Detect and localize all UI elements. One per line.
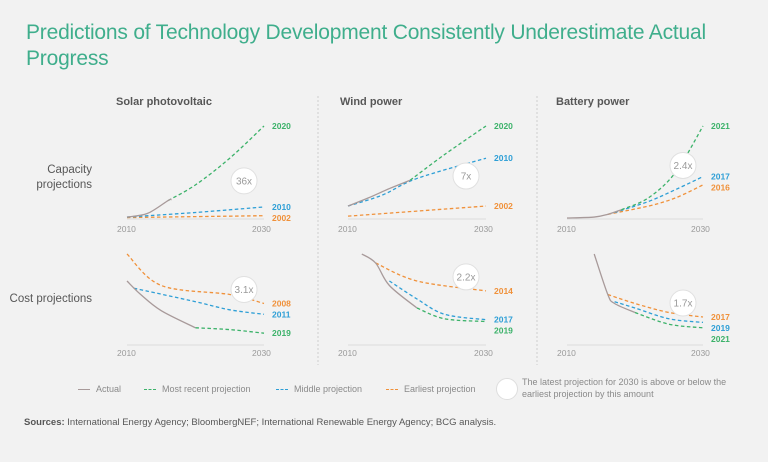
- capacity-battery-power-tick-label: 2010: [557, 224, 576, 234]
- row-label-capacity: Capacity projections: [36, 164, 92, 191]
- legend-swatch-middle: [276, 388, 288, 390]
- sources-label: Sources:: [24, 417, 65, 428]
- cost-wind-power-end-label-middle: 2017: [494, 315, 513, 325]
- column-title-battery: Battery power: [556, 96, 630, 108]
- cost-solar-photovoltaic-end-label-middle: 2011: [272, 310, 291, 320]
- legend-swatch-actual: [78, 388, 90, 390]
- sources-text: International Energy Agency; BloombergNE…: [67, 417, 497, 428]
- column-title-solar: Solar photovoltaic: [116, 96, 212, 108]
- legend-item-earliest: Earliest projection: [386, 384, 476, 394]
- column-title-wind: Wind power: [340, 96, 403, 108]
- legend-swatch-most-recent: [144, 388, 156, 390]
- cost-battery-power-end-label-middle: 2019: [711, 323, 730, 333]
- capacity-solar-photovoltaic-end-label-most-recent: 2020: [272, 121, 291, 131]
- cost-solar-photovoltaic-badge-label: 3.1x: [235, 285, 254, 296]
- capacity-wind-power-tick-label: 2030: [474, 224, 493, 234]
- capacity-solar-photovoltaic-tick-label: 2010: [117, 224, 136, 234]
- cost-battery-power-series-middle: [614, 301, 704, 324]
- cost-wind-power-end-label-most-recent: 2019: [494, 326, 513, 336]
- cost-solar-photovoltaic-series-actual: [126, 280, 196, 329]
- capacity-battery-power-end-label-middle: 2017: [711, 172, 730, 182]
- capacity-battery-power-series-earliest: [607, 184, 704, 215]
- cost-solar-photovoltaic-badge-circle: [230, 276, 258, 303]
- legend-badge-circle-icon: [496, 378, 518, 400]
- capacity-solar-photovoltaic-series-actual: [126, 198, 173, 218]
- legend-item-middle: Middle projection: [276, 384, 362, 394]
- cost-battery-power-tick-label: 2030: [691, 348, 710, 358]
- capacity-solar-photovoltaic-series-middle: [126, 206, 265, 218]
- legend-label-middle: Middle projection: [294, 384, 363, 394]
- capacity-solar-photovoltaic-badge-label: 36x: [236, 176, 252, 187]
- cost-wind-power-series-actual: [361, 253, 418, 309]
- legend-badge-note: The latest projection for 2030 is above …: [522, 377, 727, 399]
- cost-solar-photovoltaic-end-label-earliest: 2008: [272, 299, 291, 309]
- cost-wind-power-end-label-earliest: 2014: [494, 286, 513, 296]
- capacity-wind-power-badge-circle: [452, 162, 480, 190]
- cost-wind-power-series-earliest: [375, 262, 487, 292]
- capacity-solar-photovoltaic-end-label-middle: 2010: [272, 202, 291, 212]
- cost-solar-photovoltaic-series-earliest: [126, 253, 265, 305]
- capacity-battery-power-series-most-recent: [621, 125, 704, 211]
- cost-battery-power-series-earliest: [607, 293, 704, 318]
- capacity-battery-power-series-actual: [566, 209, 622, 219]
- capacity-solar-photovoltaic-end-label-earliest: 2002: [272, 213, 291, 223]
- capacity-battery-power-tick-label: 2030: [691, 224, 710, 234]
- cost-battery-power-badge-circle: [669, 289, 697, 317]
- capacity-solar-photovoltaic-badge-circle: [230, 167, 258, 195]
- capacity-battery-power-badge-label: 2.4x: [674, 161, 693, 172]
- legend-label-most-recent: Most recent projection: [162, 384, 251, 394]
- legend: Actual Most recent projection Middle pro…: [0, 377, 768, 410]
- legend-swatch-earliest: [386, 388, 398, 390]
- capacity-wind-power-end-label-earliest: 2002: [494, 201, 513, 211]
- capacity-wind-power-series-earliest: [347, 205, 487, 217]
- legend-item-actual: Actual: [78, 384, 121, 394]
- cost-solar-photovoltaic-series-most-recent: [195, 327, 265, 334]
- capacity-solar-photovoltaic-series-earliest: [126, 215, 265, 219]
- cost-battery-power-series-most-recent: [634, 311, 704, 329]
- cost-solar-photovoltaic-tick-label: 2030: [252, 348, 271, 358]
- legend-label-actual: Actual: [96, 384, 122, 394]
- chart-title: Predictions of Technology Development Co…: [26, 21, 706, 70]
- capacity-battery-power-series-middle: [614, 176, 704, 214]
- cost-battery-power-end-label-most-recent: 2021: [711, 334, 730, 344]
- legend-item-most-recent: Most recent projection: [144, 384, 251, 394]
- cost-solar-photovoltaic-end-label-most-recent: 2019: [272, 328, 291, 338]
- capacity-battery-power-end-label-earliest: 2016: [711, 183, 730, 193]
- capacity-battery-power-end-label-most-recent: 2021: [711, 121, 730, 131]
- capacity-battery-power-badge-circle: [669, 151, 697, 179]
- cost-battery-power-badge-label: 1.7x: [674, 299, 693, 310]
- cost-wind-power-tick-label: 2010: [338, 348, 357, 358]
- capacity-wind-power-end-label-most-recent: 2020: [494, 121, 513, 131]
- cost-wind-power-series-most-recent: [416, 307, 487, 323]
- legend-label-earliest: Earliest projection: [404, 384, 476, 394]
- capacity-solar-photovoltaic-tick-label: 2030: [252, 224, 271, 234]
- cost-battery-power-series-actual: [593, 253, 636, 314]
- capacity-wind-power-end-label-middle: 2010: [494, 153, 513, 163]
- capacity-wind-power-badge-label: 7x: [461, 172, 472, 183]
- cost-battery-power-tick-label: 2010: [557, 348, 576, 358]
- cost-wind-power-badge-label: 2.2x: [457, 272, 476, 283]
- sources-note: Sources: International Energy Agency; Bl…: [24, 417, 496, 428]
- row-label-cost: Cost projections: [9, 293, 92, 305]
- cost-solar-photovoltaic-tick-label: 2010: [117, 348, 136, 358]
- cost-battery-power-end-label-earliest: 2017: [711, 312, 730, 322]
- cost-wind-power-badge-circle: [452, 263, 480, 291]
- cost-wind-power-series-middle: [389, 280, 487, 321]
- capacity-solar-photovoltaic-series-most-recent: [167, 125, 265, 202]
- capacity-wind-power-series-actual: [347, 179, 411, 207]
- capacity-wind-power-tick-label: 2010: [338, 224, 357, 234]
- cost-wind-power-tick-label: 2030: [474, 348, 493, 358]
- capacity-wind-power-series-most-recent: [409, 125, 487, 181]
